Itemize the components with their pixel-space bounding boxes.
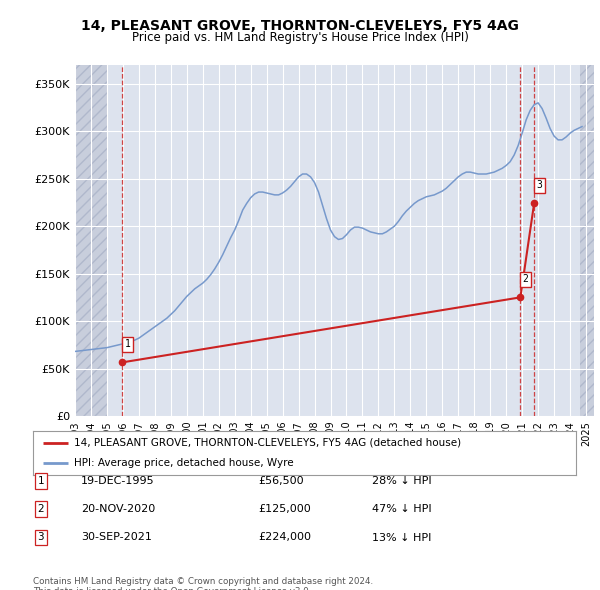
Text: 2: 2	[523, 274, 529, 284]
Text: 30-SEP-2021: 30-SEP-2021	[81, 533, 152, 542]
Text: 2: 2	[37, 504, 44, 514]
Text: £56,500: £56,500	[258, 476, 304, 486]
Text: HPI: Average price, detached house, Wyre: HPI: Average price, detached house, Wyre	[74, 458, 293, 468]
Text: 1: 1	[125, 339, 131, 349]
Text: 19-DEC-1995: 19-DEC-1995	[81, 476, 155, 486]
Text: £224,000: £224,000	[258, 533, 311, 542]
Text: 14, PLEASANT GROVE, THORNTON-CLEVELEYS, FY5 4AG: 14, PLEASANT GROVE, THORNTON-CLEVELEYS, …	[81, 19, 519, 33]
Text: Contains HM Land Registry data © Crown copyright and database right 2024.
This d: Contains HM Land Registry data © Crown c…	[33, 577, 373, 590]
Bar	[75, 65, 108, 416]
Text: 3: 3	[37, 533, 44, 542]
Text: £125,000: £125,000	[258, 504, 311, 514]
Bar	[75, 65, 108, 416]
Text: Price paid vs. HM Land Registry's House Price Index (HPI): Price paid vs. HM Land Registry's House …	[131, 31, 469, 44]
Text: 47% ↓ HPI: 47% ↓ HPI	[372, 504, 431, 514]
Text: 13% ↓ HPI: 13% ↓ HPI	[372, 533, 431, 542]
Text: 1: 1	[37, 476, 44, 486]
Bar	[580, 65, 596, 416]
Text: 20-NOV-2020: 20-NOV-2020	[81, 504, 155, 514]
Text: 14, PLEASANT GROVE, THORNTON-CLEVELEYS, FY5 4AG (detached house): 14, PLEASANT GROVE, THORNTON-CLEVELEYS, …	[74, 438, 461, 448]
Bar	[580, 65, 596, 416]
Text: 3: 3	[536, 180, 542, 190]
Text: 28% ↓ HPI: 28% ↓ HPI	[372, 476, 431, 486]
